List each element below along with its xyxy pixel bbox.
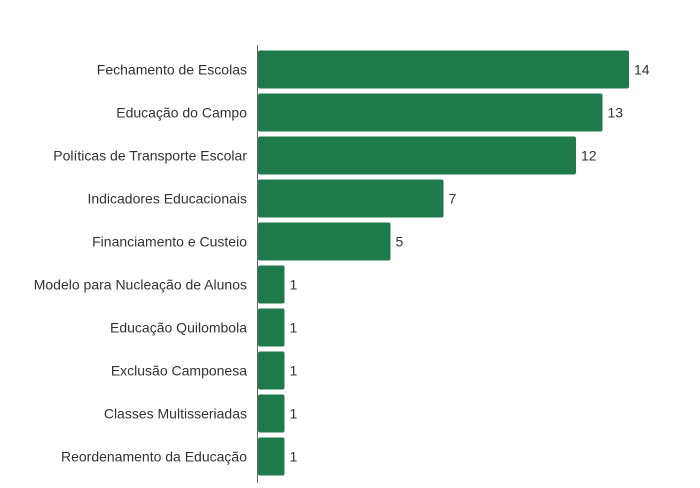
bar-8 [258,394,285,433]
category-label-0: Fechamento de Escolas [97,62,247,78]
value-label-8: 1 [290,406,298,422]
category-label-4: Financiamento e Custeio [92,234,247,250]
value-label-1: 13 [608,105,624,121]
value-label-7: 1 [290,363,298,379]
bar-3 [258,179,444,218]
category-label-6: Educação Quilombola [110,320,247,336]
bar-0 [258,50,629,89]
bar-6 [258,308,285,347]
category-label-9: Reordenamento da Educação [61,449,247,465]
category-label-1: Educação do Campo [116,105,247,121]
category-label-7: Exclusão Camponesa [111,363,247,379]
bar-2 [258,136,576,175]
value-label-2: 12 [581,148,597,164]
category-label-2: Políticas de Transporte Escolar [53,148,247,164]
value-labels-group: 14 13 12 7 5 1 1 1 1 1 [290,62,650,465]
bar-9 [258,437,285,476]
bar-5 [258,265,285,304]
bars-group [258,50,629,476]
category-label-5: Modelo para Nucleação de Alunos [34,277,247,293]
bar-7 [258,351,285,390]
value-label-3: 7 [449,191,457,207]
value-label-0: 14 [634,62,650,78]
category-labels-group: Fechamento de Escolas Educação do Campo Po… [34,62,248,465]
bar-4 [258,222,391,261]
value-label-5: 1 [290,277,298,293]
value-label-6: 1 [290,320,298,336]
value-label-9: 1 [290,449,298,465]
bar-1 [258,93,603,132]
category-label-8: Classes Multisseriadas [104,406,247,422]
category-label-3: Indicadores Educacionais [87,191,247,207]
value-label-4: 5 [396,234,404,250]
